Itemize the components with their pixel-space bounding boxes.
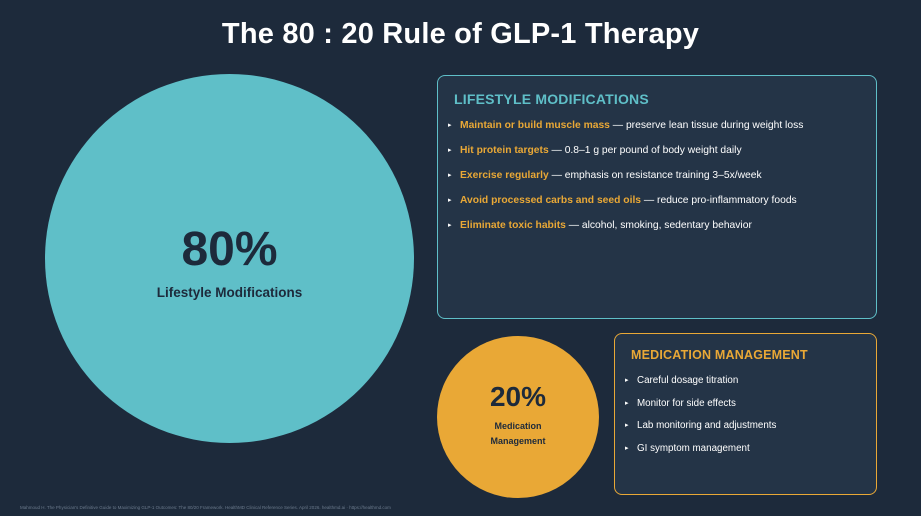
item-text: Monitor for side effects	[637, 397, 736, 409]
item-highlight: Exercise regularly	[460, 170, 549, 181]
footnote: Mahmoud H. The Physician's Definitive Gu…	[20, 505, 391, 510]
medication-circle-label-line2: Management	[490, 436, 546, 446]
list-item: ▸ Hit protein targets — 0.8–1 g per pound…	[448, 144, 803, 169]
bullet-icon: ▸	[625, 422, 629, 429]
medication-box: MEDICATION MANAGEMENT ▸ Careful dosage ti…	[614, 333, 877, 495]
list-item: ▸ Lab monitoring and adjustments	[625, 419, 776, 442]
item-text: GI symptom management	[637, 442, 750, 454]
list-item: ▸ Monitor for side effects	[625, 397, 776, 420]
bullet-icon: ▸	[448, 122, 452, 129]
bullet-icon: ▸	[448, 222, 452, 229]
medication-circle: 20% Medication Management	[437, 336, 599, 498]
list-item: ▸ GI symptom management	[625, 442, 776, 465]
item-text: — 0.8–1 g per pound of body weight daily	[548, 145, 742, 156]
list-item: ▸ Maintain or build muscle mass — preserv…	[448, 119, 803, 144]
medication-box-title: MEDICATION MANAGEMENT	[631, 348, 808, 362]
item-text: — preserve lean tissue during weight los…	[609, 120, 804, 131]
list-item: ▸ Avoid processed carbs and seed oils — r…	[448, 194, 803, 219]
lifestyle-list: ▸ Maintain or build muscle mass — preserv…	[448, 119, 803, 244]
bullet-icon: ▸	[448, 197, 452, 204]
lifestyle-circle: 80% Lifestyle Modifications	[45, 74, 414, 443]
item-highlight: Avoid processed carbs and seed oils	[460, 195, 642, 206]
bullet-icon: ▸	[625, 377, 629, 384]
item-highlight: Eliminate toxic habits	[460, 220, 566, 231]
item-highlight: Maintain or build muscle mass	[460, 120, 610, 131]
list-item: ▸ Careful dosage titration	[625, 374, 776, 397]
list-item: ▸ Exercise regularly — emphasis on resist…	[448, 169, 803, 194]
item-text: Careful dosage titration	[637, 375, 739, 386]
bullet-icon: ▸	[448, 147, 452, 154]
page-title: The 80 : 20 Rule of GLP-1 Therapy	[221, 18, 700, 50]
item-text: — emphasis on resistance training 3–5x/w…	[548, 170, 762, 181]
list-item: ▸ Eliminate toxic habits — alcohol, smoki…	[448, 219, 803, 244]
lifestyle-box: LIFESTYLE MODIFICATIONS ▸ Maintain or bui…	[437, 75, 877, 319]
medication-circle-label: Medication Management	[437, 419, 599, 449]
item-text: Lab monitoring and adjustments	[637, 420, 777, 431]
item-text: — reduce pro-inflammatory foods	[641, 195, 797, 206]
medication-percent: 20%	[489, 381, 547, 412]
item-highlight: Hit protein targets	[460, 145, 549, 156]
item-text: — alcohol, smoking, sedentary behavior	[565, 220, 752, 231]
medication-circle-label-line1: Medication	[494, 421, 542, 431]
bullet-icon: ▸	[625, 399, 629, 407]
bullet-icon: ▸	[448, 172, 452, 179]
lifestyle-circle-label: Lifestyle Modifications	[156, 285, 303, 300]
bullet-icon: ▸	[625, 444, 629, 452]
medication-list: ▸ Careful dosage titration ▸ Monitor for s…	[625, 374, 776, 464]
lifestyle-box-title: LIFESTYLE MODIFICATIONS	[454, 91, 649, 107]
lifestyle-percent: 80%	[181, 223, 278, 276]
